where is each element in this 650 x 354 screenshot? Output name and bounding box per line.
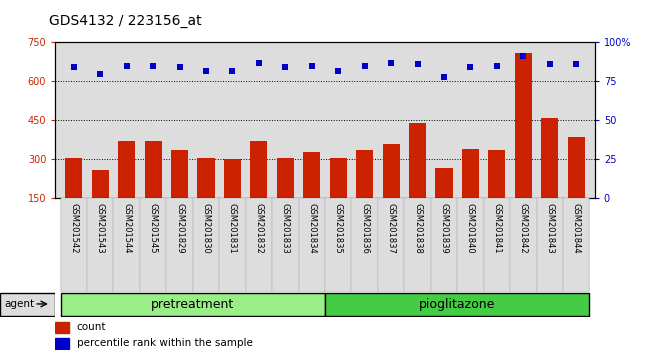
Bar xyxy=(246,198,272,292)
Text: count: count xyxy=(77,322,107,332)
Bar xyxy=(378,198,404,292)
Bar xyxy=(510,198,536,292)
Point xyxy=(518,54,528,59)
Bar xyxy=(488,150,506,237)
Bar xyxy=(166,198,193,292)
Bar xyxy=(171,150,188,237)
Bar xyxy=(224,159,241,237)
Bar xyxy=(462,149,479,237)
Bar xyxy=(436,169,452,237)
Text: GSM201837: GSM201837 xyxy=(387,203,396,254)
Text: GSM201832: GSM201832 xyxy=(254,203,263,254)
Point xyxy=(95,71,105,76)
Text: GSM201830: GSM201830 xyxy=(202,203,211,254)
Bar xyxy=(87,198,114,292)
Text: GSM201839: GSM201839 xyxy=(439,203,448,254)
Bar xyxy=(382,144,400,237)
Text: GSM201836: GSM201836 xyxy=(360,203,369,254)
Bar xyxy=(114,198,140,292)
Bar xyxy=(92,170,109,237)
Point xyxy=(465,64,476,70)
Bar xyxy=(219,198,246,292)
Text: GSM201843: GSM201843 xyxy=(545,203,554,254)
Text: GSM201544: GSM201544 xyxy=(122,203,131,253)
Bar xyxy=(250,141,268,237)
Bar xyxy=(303,152,320,237)
Bar xyxy=(404,198,431,292)
Bar xyxy=(541,118,558,237)
Point xyxy=(412,62,423,67)
Text: GSM201840: GSM201840 xyxy=(466,203,475,253)
Text: GSM201844: GSM201844 xyxy=(572,203,580,253)
Text: GSM201543: GSM201543 xyxy=(96,203,105,253)
Text: GSM201838: GSM201838 xyxy=(413,203,422,254)
Bar xyxy=(60,293,325,316)
Bar xyxy=(563,198,590,292)
Bar xyxy=(515,53,532,237)
Bar xyxy=(457,198,484,292)
Point xyxy=(307,63,317,69)
Point xyxy=(491,63,502,69)
Point xyxy=(439,74,449,80)
Point xyxy=(68,64,79,70)
Bar xyxy=(431,198,457,292)
Point xyxy=(227,68,238,73)
Bar xyxy=(298,198,325,292)
Point xyxy=(254,60,264,65)
Bar xyxy=(65,158,83,237)
Text: agent: agent xyxy=(5,299,34,309)
Bar xyxy=(193,198,219,292)
Text: GSM201842: GSM201842 xyxy=(519,203,528,253)
Bar xyxy=(484,198,510,292)
Text: GSM201833: GSM201833 xyxy=(281,203,290,254)
Bar xyxy=(118,141,135,237)
Bar xyxy=(144,141,162,237)
Bar xyxy=(55,338,69,349)
Bar xyxy=(325,293,590,316)
Text: GSM201829: GSM201829 xyxy=(175,203,184,253)
Bar xyxy=(140,198,166,292)
Bar xyxy=(356,150,373,237)
Point xyxy=(174,64,185,70)
Point xyxy=(386,60,396,65)
Text: GSM201542: GSM201542 xyxy=(70,203,78,253)
Text: GSM201835: GSM201835 xyxy=(333,203,343,254)
Bar xyxy=(567,137,585,237)
Bar xyxy=(330,158,347,237)
Bar xyxy=(198,158,214,237)
Point xyxy=(201,68,211,73)
Text: pioglitazone: pioglitazone xyxy=(419,298,495,311)
Point xyxy=(333,68,343,73)
Bar xyxy=(536,198,563,292)
Point xyxy=(571,62,582,67)
Bar xyxy=(55,322,69,333)
Point xyxy=(280,64,291,70)
Bar xyxy=(272,198,298,292)
Text: GSM201545: GSM201545 xyxy=(149,203,157,253)
Text: GSM201831: GSM201831 xyxy=(228,203,237,254)
Text: GSM201834: GSM201834 xyxy=(307,203,317,254)
Point xyxy=(545,62,555,67)
Bar xyxy=(325,198,352,292)
Point xyxy=(122,63,132,69)
Point xyxy=(359,63,370,69)
Text: GDS4132 / 223156_at: GDS4132 / 223156_at xyxy=(49,14,202,28)
Text: pretreatment: pretreatment xyxy=(151,298,235,311)
Bar xyxy=(352,198,378,292)
Bar xyxy=(60,198,87,292)
Bar xyxy=(409,123,426,237)
Bar xyxy=(277,158,294,237)
Text: percentile rank within the sample: percentile rank within the sample xyxy=(77,338,253,348)
Text: GSM201841: GSM201841 xyxy=(493,203,501,253)
Point xyxy=(148,63,159,69)
